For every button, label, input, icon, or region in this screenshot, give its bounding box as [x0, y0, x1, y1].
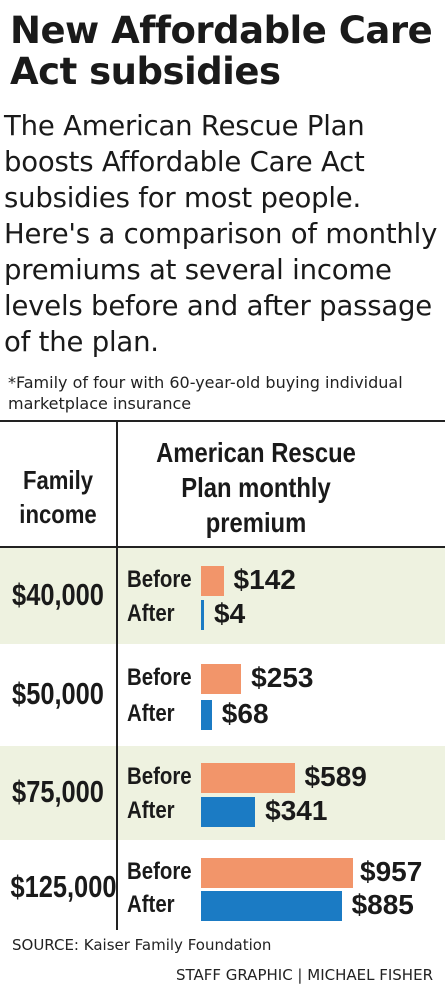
income-label: $75,000	[12, 774, 104, 809]
bar-before	[201, 565, 224, 596]
value-label-before: $142	[233, 563, 296, 595]
staff-credit: STAFF GRAPHIC | MICHAEL FISHER	[175, 966, 433, 984]
value-label-after: $341	[265, 794, 328, 826]
bar-after	[201, 600, 204, 631]
bar-after	[201, 796, 256, 827]
chart-title: New Affordable Care Act subsidies	[10, 9, 433, 93]
before-label: Before	[127, 565, 192, 593]
column-header-monthly-premium: American Rescue Plan monthly premium	[156, 437, 356, 538]
chart-subtitle: The American Rescue Plan boosts Affordab…	[4, 110, 438, 358]
bar-after	[201, 891, 342, 922]
after-label: After	[127, 796, 175, 824]
after-label: After	[127, 891, 175, 919]
after-label: After	[127, 699, 175, 727]
bar-before	[201, 762, 295, 793]
value-label-after: $885	[351, 889, 414, 921]
income-label: $40,000	[12, 577, 104, 612]
before-label: Before	[127, 858, 192, 886]
income-label: $50,000	[12, 676, 104, 711]
value-label-before: $957	[360, 856, 423, 888]
column-divider	[116, 420, 118, 930]
column-header-family-income: Family income	[19, 465, 97, 529]
before-label: Before	[127, 762, 192, 790]
after-label: After	[127, 600, 175, 628]
header-top-divider	[0, 420, 445, 422]
value-label-after: $4	[214, 598, 246, 630]
value-label-before: $589	[304, 760, 367, 792]
row-background	[0, 548, 445, 644]
header-bottom-divider	[0, 546, 445, 548]
income-label: $125,000	[10, 869, 117, 904]
source-note: SOURCE: Kaiser Family Foundation	[12, 936, 272, 954]
before-label: Before	[127, 664, 192, 692]
value-label-before: $253	[251, 662, 314, 694]
row-background	[0, 646, 445, 744]
bar-before	[201, 664, 242, 695]
bar-before	[201, 858, 353, 889]
bar-after	[201, 699, 212, 730]
footnote: *Family of four with 60-year-old buying …	[8, 373, 403, 413]
value-label-after: $68	[221, 697, 269, 729]
